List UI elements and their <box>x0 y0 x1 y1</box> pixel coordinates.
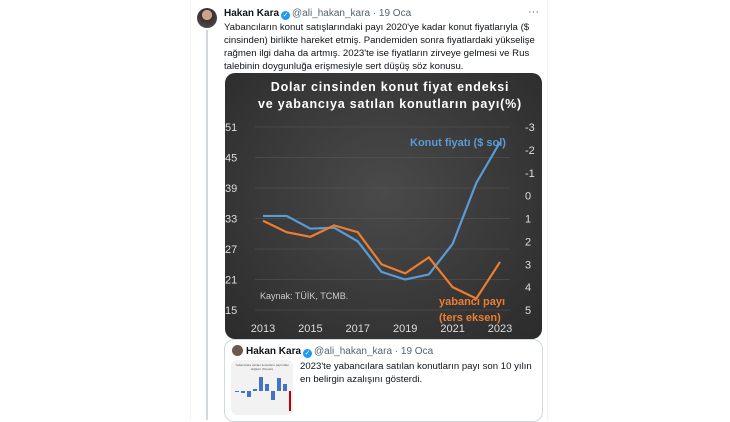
tweet-date[interactable]: 19 Oca <box>379 8 411 19</box>
quote-thumbnail: Yabancılara satılan konutların payındaki… <box>231 360 293 415</box>
tweet-text: Yabancıların konut satışlarındaki payı 2… <box>224 21 539 73</box>
quote-avatar <box>232 345 243 356</box>
quote-handle: @ali_hakan_kara <box>314 346 392 357</box>
tweet-header: Hakan Kara✓@ali_hakan_kara · 19 Oca <box>224 8 411 20</box>
thread-line <box>206 30 208 420</box>
more-options-icon[interactable]: ··· <box>528 6 539 18</box>
y-left-tick: 51 <box>225 122 237 134</box>
avatar[interactable] <box>197 8 217 28</box>
x-tick: 2017 <box>346 323 370 335</box>
chart-title-line1: Dolar cinsinden konut fiyat endeksi <box>271 80 509 94</box>
y-right-tick: 5 <box>525 305 531 317</box>
verified-icon: ✓ <box>281 11 290 20</box>
y-right-tick: 4 <box>525 282 531 294</box>
quote-date: 19 Oca <box>401 346 433 357</box>
series-label-orange-1: yabancı payı <box>439 296 505 308</box>
y-right-tick: -2 <box>525 145 535 157</box>
thumb-bars <box>231 371 293 415</box>
y-left-tick: 27 <box>225 244 237 256</box>
y-right-tick: 1 <box>525 214 531 226</box>
chart-source: Kaynak: TÜİK, TCMB. <box>260 291 348 301</box>
x-tick: 2015 <box>298 323 322 335</box>
y-left-tick: 39 <box>225 183 237 195</box>
quote-author-name: Hakan Kara <box>246 346 301 357</box>
y-left-tick: 33 <box>225 214 237 226</box>
chart-svg: Dolar cinsinden konut fiyat endeksi ve ya… <box>225 73 542 339</box>
quote-text: 2023'te yabancılara satılan konutların p… <box>300 360 535 386</box>
quote-header: Hakan Kara✓@ali_hakan_kara · 19 Oca <box>232 345 433 358</box>
x-tick: 2021 <box>440 323 464 335</box>
series-line-yabanci-payi <box>263 221 500 299</box>
author-name[interactable]: Hakan Kara <box>224 8 279 19</box>
x-tick: 2019 <box>393 323 417 335</box>
thumb-title: Yabancılara satılan konutların payındaki… <box>231 360 293 371</box>
x-tick: 2013 <box>251 323 275 335</box>
series-label-blue: Konut fiyatı ($ sol) <box>410 137 506 149</box>
y-left-tick: 21 <box>225 275 237 287</box>
y-right-tick: -3 <box>525 122 535 134</box>
y-left-tick: 15 <box>225 305 237 317</box>
chart-image[interactable]: Dolar cinsinden konut fiyat endeksi ve ya… <box>225 73 542 339</box>
verified-icon: ✓ <box>303 349 312 358</box>
y-right-tick: 2 <box>525 236 531 248</box>
author-handle[interactable]: @ali_hakan_kara <box>292 8 370 19</box>
y-right-tick: 3 <box>525 259 531 271</box>
y-right-tick: -1 <box>525 168 535 180</box>
series-line-konut-fiyati <box>263 142 500 279</box>
chart-title-line2: ve yabancıya satılan konutların payı(%) <box>258 97 522 111</box>
x-tick: 2023 <box>488 323 512 335</box>
series-label-orange-2: (ters eksen) <box>439 312 501 324</box>
y-left-tick: 45 <box>225 153 237 165</box>
y-right-tick: 0 <box>525 191 531 203</box>
